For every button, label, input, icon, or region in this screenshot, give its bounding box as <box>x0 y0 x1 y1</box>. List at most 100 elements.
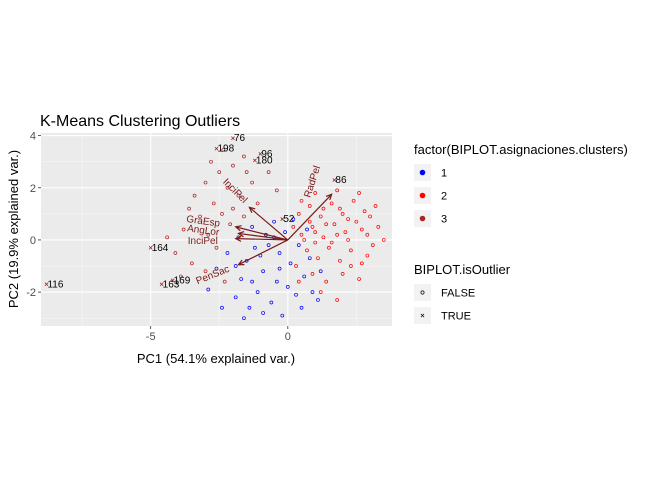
data-point <box>291 225 296 229</box>
points-layer <box>165 148 386 321</box>
x-axis-label: PC1 (54.1% explained var.) <box>137 351 295 366</box>
data-point <box>318 214 323 219</box>
legend-outlier-title: BIPLOT.isOutlier <box>414 262 511 277</box>
legend-key <box>414 284 431 301</box>
chart-title: K-Means Clustering Outliers <box>40 113 240 130</box>
legend-outlier-label: TRUE <box>441 311 471 323</box>
data-point <box>228 222 233 227</box>
legend-cluster-label: 2 <box>441 191 447 203</box>
data-point <box>340 212 345 216</box>
data-point <box>274 188 279 193</box>
outlier-marker <box>44 282 49 287</box>
data-point <box>338 206 342 211</box>
x-tick-label: 0 <box>285 331 291 343</box>
data-point <box>307 219 312 224</box>
data-point <box>296 212 301 216</box>
data-point <box>365 232 370 237</box>
loading-arrowhead <box>248 206 256 214</box>
data-point <box>280 313 285 318</box>
data-point <box>365 253 370 258</box>
data-point <box>357 277 361 281</box>
loading-vector <box>238 239 289 266</box>
x-tick-label: -5 <box>146 331 156 343</box>
data-point <box>335 298 340 302</box>
data-point <box>203 180 208 185</box>
data-point <box>294 264 298 268</box>
data-point <box>368 214 372 219</box>
data-point <box>214 266 219 271</box>
outlier-marker <box>280 217 285 221</box>
data-point <box>225 251 230 255</box>
data-point <box>250 225 254 229</box>
legend-cluster-label: 1 <box>441 168 447 180</box>
data-point <box>277 251 282 255</box>
data-point <box>354 219 359 224</box>
data-point <box>307 256 312 261</box>
loading-arrowhead <box>237 230 245 238</box>
data-point <box>255 290 260 294</box>
data-point <box>173 251 178 255</box>
outlier-label: 116 <box>47 279 63 290</box>
data-point <box>283 230 287 234</box>
data-point <box>324 279 329 284</box>
data-point <box>313 191 318 195</box>
data-point <box>294 292 298 297</box>
data-point <box>250 279 254 284</box>
data-point <box>274 279 279 284</box>
data-point <box>313 240 318 245</box>
data-point <box>244 170 249 174</box>
data-point <box>318 290 323 294</box>
data-point <box>261 269 265 274</box>
data-point <box>359 227 364 232</box>
data-point <box>307 204 312 208</box>
outlier-label: 164 <box>152 243 169 254</box>
data-point <box>299 305 304 310</box>
data-point <box>192 193 197 198</box>
data-point <box>349 264 353 268</box>
y-tick-label: -2 <box>26 287 36 299</box>
data-point <box>332 222 337 227</box>
data-point <box>220 212 224 216</box>
data-point <box>310 225 315 229</box>
loading-vector <box>238 232 288 241</box>
data-point <box>206 287 211 292</box>
loading-arrowhead <box>234 235 242 242</box>
data-point <box>181 227 186 232</box>
loading-arrowhead <box>237 259 245 266</box>
outlier-marker <box>170 278 175 283</box>
data-point <box>373 204 378 208</box>
data-point <box>329 240 334 245</box>
data-point <box>291 217 296 221</box>
data-point <box>233 295 238 300</box>
data-point <box>305 227 309 232</box>
outlier-marker <box>231 136 235 141</box>
data-point <box>362 209 367 214</box>
outlier-label: 76 <box>234 133 246 144</box>
data-point <box>236 193 241 198</box>
data-point <box>231 206 235 211</box>
data-point <box>214 245 219 250</box>
legend-outlier: BIPLOT.isOutlier FALSE TRUE <box>414 262 511 324</box>
data-point <box>359 261 364 266</box>
data-point <box>242 154 246 159</box>
data-point <box>187 206 191 211</box>
data-point <box>318 269 323 274</box>
data-point <box>225 185 230 190</box>
outlier-marker <box>148 245 153 250</box>
outlier-marker <box>159 282 164 287</box>
data-point <box>321 235 326 240</box>
data-point <box>253 245 257 250</box>
data-point <box>255 201 260 206</box>
data-point <box>346 238 350 242</box>
outlier-label: 96 <box>261 149 273 160</box>
outlier-marker <box>214 146 219 151</box>
data-point <box>324 222 329 227</box>
data-point <box>220 305 224 310</box>
data-point <box>313 230 318 234</box>
plot-panel <box>41 133 392 326</box>
legend-dot-icon <box>419 192 426 199</box>
outlier-label: 169 <box>174 275 191 286</box>
data-point <box>198 214 202 219</box>
outlier-label: 180 <box>256 155 273 166</box>
